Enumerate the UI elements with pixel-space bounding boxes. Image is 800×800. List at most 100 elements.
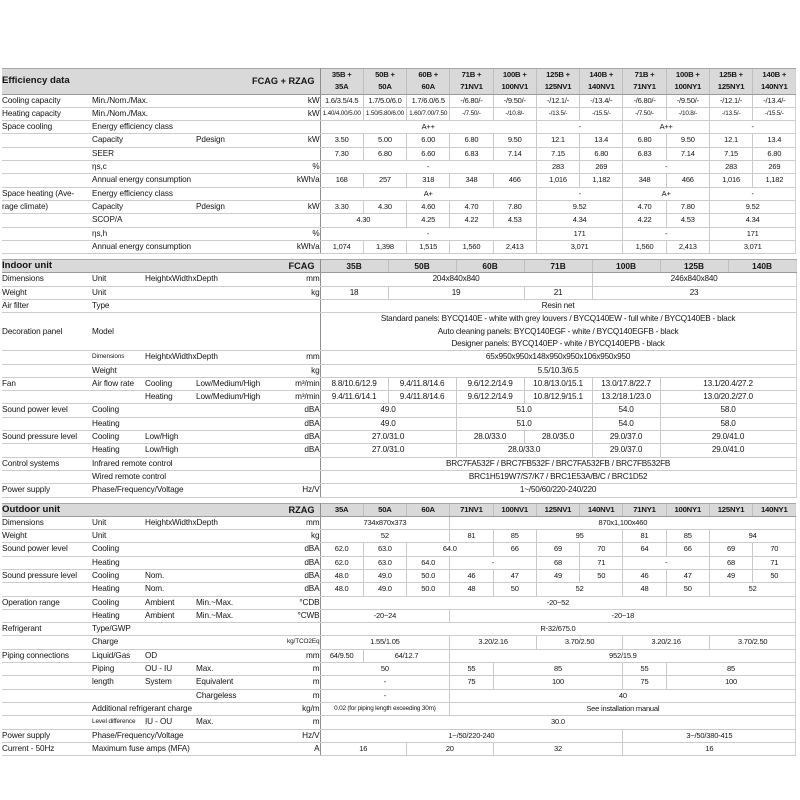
row-category-label — [2, 160, 92, 175]
row-category-label: Space cooling — [2, 120, 92, 135]
value-cell: 40 — [449, 689, 796, 703]
value-cell: 50 — [665, 582, 710, 597]
row-category-label: Piping connections — [2, 649, 92, 664]
value-cell: 1.55/1.05 — [319, 635, 450, 650]
value-cell: 1.40/4.00/5.00 — [319, 107, 364, 122]
value-cell: 70 — [752, 542, 796, 557]
row-sub-label: Charge — [92, 635, 280, 650]
unit-cell: dBA — [280, 569, 321, 584]
value-cell: 952/15.9 — [449, 649, 796, 664]
row-sub-label: Low/Medium/High — [196, 390, 280, 405]
value-cell: 13.0/20.2/27.0 — [659, 390, 797, 405]
value-cell: 4.70 — [449, 200, 494, 215]
value-cell: -/13.4/- — [579, 94, 623, 108]
value-cell: 4.60 — [406, 200, 450, 215]
row-sub-label: OU - IU — [145, 662, 196, 677]
value-cell: 81 — [622, 529, 667, 544]
value-cell: 64.0 — [406, 556, 450, 570]
value-cell: 29.0/41.0 — [659, 443, 797, 458]
value-cell: 4.30 — [362, 200, 407, 215]
value-cell: Resin net — [319, 299, 797, 314]
row-sub-label: Heating — [92, 556, 280, 570]
row-sub-label: Unit — [92, 272, 145, 287]
row-category-label — [2, 662, 92, 677]
value-cell: 734x870x373 — [319, 516, 450, 531]
value-cell: 64/9.50 — [319, 649, 364, 664]
unit-cell: m³/min — [280, 390, 321, 405]
row-sub-label: Weight — [92, 364, 280, 378]
unit-cell — [280, 312, 321, 352]
value-cell: 3.70/2.50 — [535, 635, 623, 650]
value-cell: 49.0 — [319, 417, 457, 432]
row-category-label — [2, 675, 92, 690]
row-category-label: Control systems — [2, 457, 92, 471]
value-cell: 1,398 — [362, 240, 407, 255]
value-cell: -/13.5/- — [708, 107, 753, 122]
value-cell: 3,071 — [535, 240, 623, 255]
value-cell: 30.0 — [319, 715, 796, 730]
row-sub-label: HeightxWidthxDepth — [145, 272, 280, 287]
row-sub-label: Max. — [196, 662, 280, 677]
value-cell: 466 — [665, 173, 710, 188]
value-cell: - — [708, 187, 796, 201]
row-category-label: Cooling capacity — [2, 94, 92, 108]
section-header-indoor-unit: Indoor unit FCAG — [2, 259, 321, 274]
column-header: 125B + 125NY1 — [708, 68, 753, 95]
unit-cell: kWh/a — [280, 173, 321, 188]
value-cell: 4.53 — [492, 213, 537, 228]
value-cell: 6.80 — [449, 133, 494, 148]
value-cell: 71 — [752, 556, 796, 570]
row-category-label — [2, 635, 92, 650]
column-header: 35B — [319, 259, 389, 274]
value-cell: 12.1 — [535, 133, 580, 148]
value-cell: 7.80 — [665, 200, 710, 215]
value-cell: 4.34 — [708, 213, 796, 228]
value-cell: 1~/50/220-240 — [319, 729, 623, 743]
value-cell: 4.22 — [622, 213, 667, 228]
row-category-label — [2, 364, 92, 378]
column-header: 100B + 100NV1 — [492, 68, 537, 95]
table-efficiency-data: Efficiency data FCAG + RZAG 35B + 35A 50B +… — [2, 68, 797, 255]
spec-tables: Efficiency data FCAG + RZAG 35B + 35A 50B +… — [2, 68, 797, 761]
value-cell: 1,182 — [752, 173, 796, 188]
value-cell: 4.30 — [319, 213, 407, 228]
value-cell: 4.34 — [535, 213, 623, 228]
row-sub-label: Max. — [196, 715, 280, 730]
row-sub-label — [92, 689, 145, 703]
column-header: 140NY1 — [752, 502, 796, 517]
unit-cell — [280, 213, 321, 228]
unit-cell: mm — [280, 649, 321, 664]
unit-cell — [280, 147, 321, 162]
column-header: 60B — [455, 259, 525, 274]
value-cell: 71 — [579, 556, 623, 570]
value-cell: 1,016 — [708, 173, 753, 188]
unit-cell: A — [280, 742, 321, 757]
value-cell: 6.80 — [579, 147, 623, 162]
value-cell: 23 — [591, 286, 797, 301]
row-sub-label: Energy efficiency class — [92, 187, 280, 201]
unit-cell: m — [280, 715, 321, 730]
row-category-label: Dimensions — [2, 516, 92, 531]
value-cell: -/12.1/- — [535, 94, 580, 108]
column-header: 140NV1 — [579, 502, 623, 517]
value-cell: 6.80 — [362, 147, 407, 162]
column-header: 35A — [319, 502, 364, 517]
value-cell: 50 — [319, 662, 450, 677]
value-cell: 18 — [319, 286, 389, 301]
row-category-label: Sound pressure level — [2, 430, 92, 445]
row-sub-label: ηs,c — [92, 160, 280, 175]
unit-cell: m — [280, 689, 321, 703]
value-cell: A++ — [622, 120, 710, 135]
row-category-label: Sound power level — [2, 542, 92, 557]
row-sub-label: Nom. — [145, 569, 280, 584]
value-cell: 63.0 — [362, 542, 407, 557]
value-cell: 66 — [492, 542, 537, 557]
value-cell: - — [449, 556, 537, 570]
unit-cell — [280, 457, 321, 471]
value-cell: 4.22 — [449, 213, 494, 228]
row-category-label — [2, 443, 92, 458]
row-category-label — [2, 227, 92, 241]
unit-cell: m³/min — [280, 377, 321, 392]
value-cell: 85 — [492, 662, 623, 677]
